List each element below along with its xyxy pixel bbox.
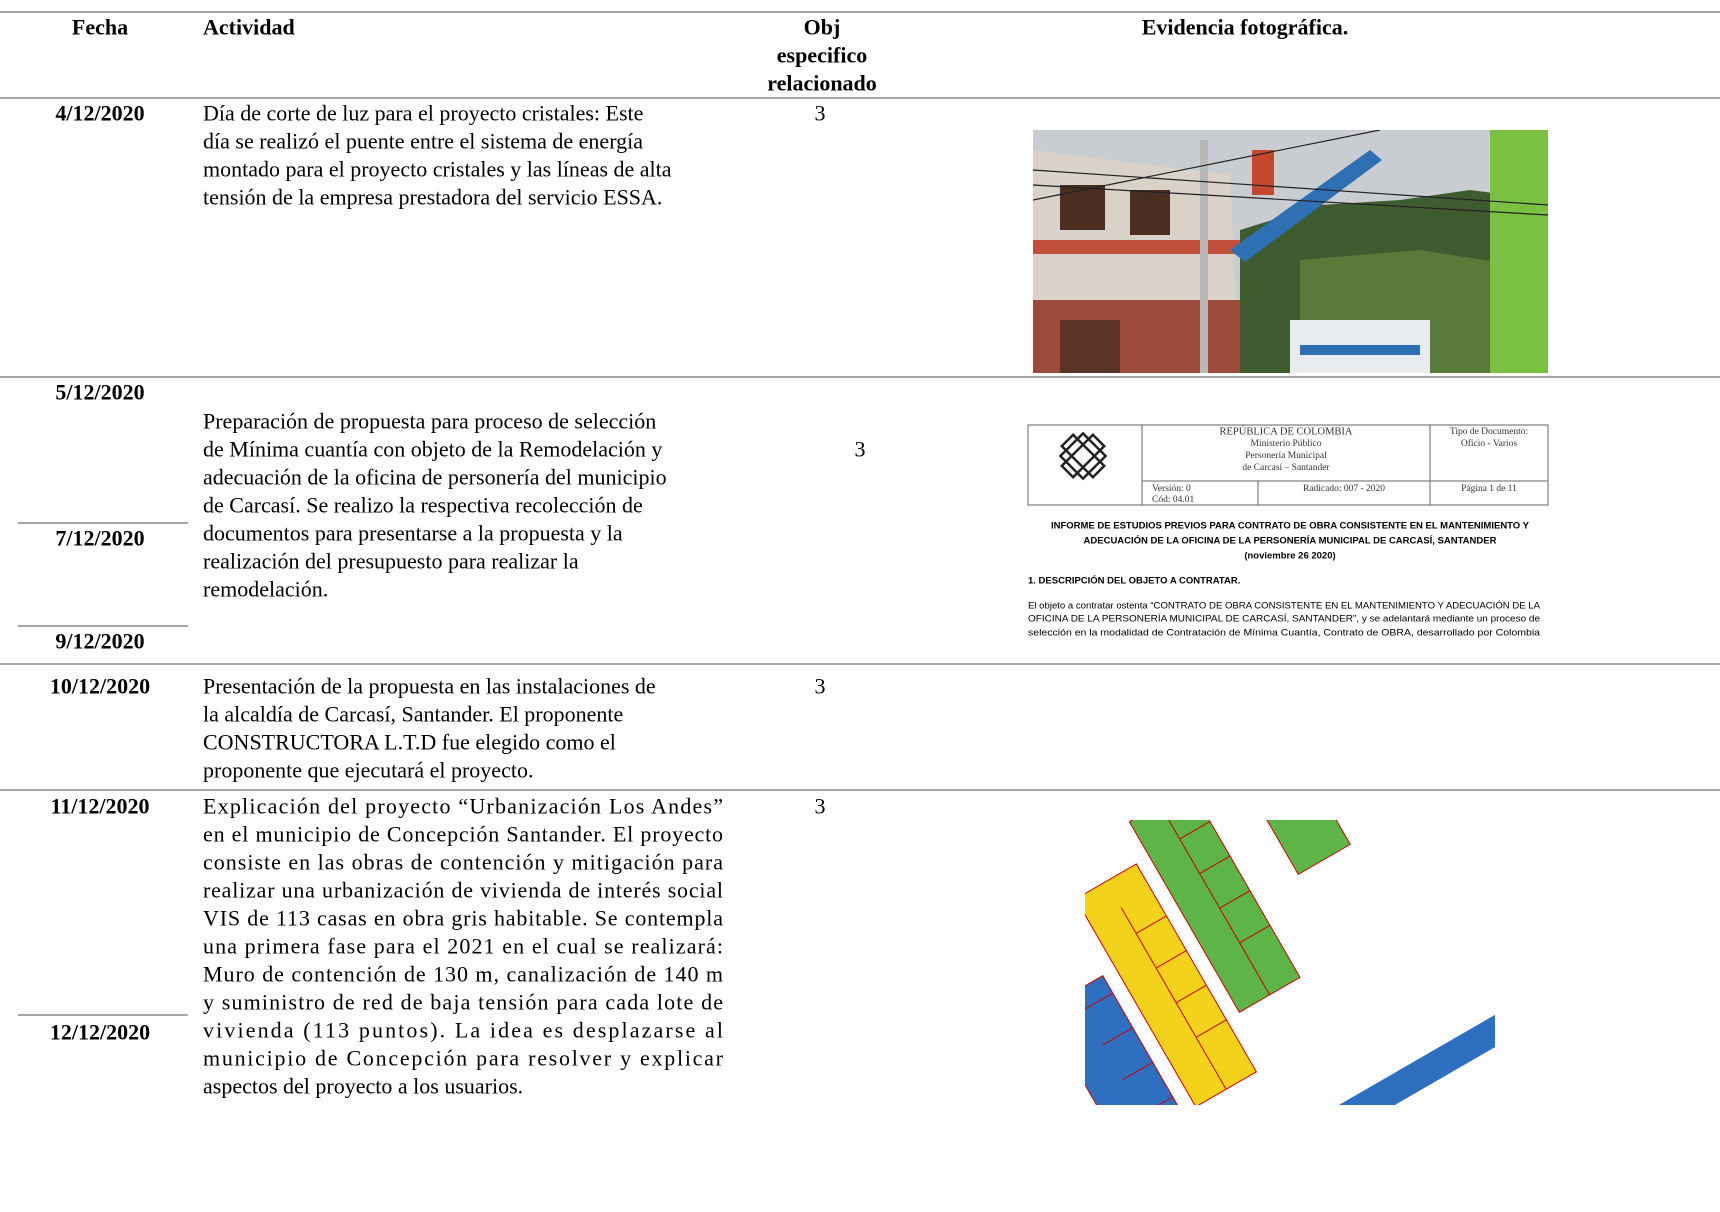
activity-line: Día de corte de luz para el proyecto cri… <box>203 101 643 126</box>
doc-paragraph: OFICINA DE LA PERSONERÍA MUNICIPAL DE CA… <box>1028 614 1540 625</box>
site-plan-image <box>1085 820 1495 1105</box>
objective: 3 <box>815 101 826 126</box>
activity-line: y suministro de red de baja tensión para… <box>203 990 723 1015</box>
doc-header: REPÚBLICA DE COLOMBIA <box>1219 426 1352 438</box>
photo-power-line <box>1033 130 1548 373</box>
activity-line: VIS de 113 casas en obra gris habitable.… <box>203 906 723 931</box>
activity-line: consiste en las obras de contención y mi… <box>203 850 723 875</box>
activity-line: CONSTRUCTORA L.T.D fue elegido como el <box>203 730 616 755</box>
activity-line: documentos para presentarse a la propues… <box>203 521 623 546</box>
activity-line: Explicación del proyecto “Urbanización L… <box>203 794 723 819</box>
document-image: REPÚBLICA DE COLOMBIA Ministerio Público… <box>1027 424 1549 639</box>
doc-title: ADECUACIÓN DE LA OFICINA DE LA PERSONERÍ… <box>1084 535 1497 547</box>
doc-header: Ministerio Público <box>1251 439 1322 449</box>
doc-version: Versión: 0 <box>1152 484 1191 494</box>
date: 5/12/2020 <box>55 380 144 405</box>
header-objective: relacionado <box>767 71 877 96</box>
doc-paragraph: selección en la modalidad de Contratació… <box>1028 628 1541 639</box>
date: 4/12/2020 <box>55 101 144 126</box>
activity-line: aspectos del proyecto a los usuarios. <box>203 1074 523 1099</box>
doc-radicado: Radicado: 007 - 2020 <box>1303 484 1385 494</box>
doc-section: 1. DESCRIPCIÓN DEL OBJETO A CONTRATAR. <box>1028 575 1240 587</box>
activity-line: remodelación. <box>203 577 328 602</box>
activity-line: de Carcasí. Se realizo la respectiva rec… <box>203 493 643 518</box>
objective: 3 <box>855 437 866 462</box>
activity-line: en el municipio de Concepción Santander.… <box>203 822 723 847</box>
objective: 3 <box>815 794 826 819</box>
date: 10/12/2020 <box>50 674 150 699</box>
activity-line: adecuación de la oficina de personería d… <box>203 465 667 490</box>
activity-line: realización del presupuesto para realiza… <box>203 549 579 574</box>
date: 7/12/2020 <box>55 526 144 551</box>
objective: 3 <box>815 674 826 699</box>
date: 11/12/2020 <box>50 794 149 819</box>
activity-line: la alcaldía de Carcasí, Santander. El pr… <box>203 702 623 727</box>
activity-line: municipio de Concepción para resolver y … <box>203 1046 724 1071</box>
activity-line: de Mínima cuantía con objeto de la Remod… <box>203 437 662 462</box>
activity-line: día se realizó el puente entre el sistem… <box>203 129 643 154</box>
doc-title: INFORME DE ESTUDIOS PREVIOS PARA CONTRAT… <box>1051 521 1530 532</box>
doc-header: de Carcasí – Santander <box>1242 463 1330 473</box>
doc-page: Página 1 de 11 <box>1461 484 1517 494</box>
activity-line: Presentación de la propuesta en las inst… <box>203 674 656 699</box>
doc-type: Tipo de Documento: <box>1450 427 1528 437</box>
activity-line: realizar una urbanización de vivienda de… <box>203 878 723 903</box>
header-evidence: Evidencia fotográfica. <box>1142 15 1349 40</box>
activity-line: Muro de contención de 130 m, canalizació… <box>203 962 723 987</box>
activity-line: tensión de la empresa prestadora del ser… <box>203 185 662 210</box>
doc-paragraph: El objeto a contratar ostenta “CONTRATO … <box>1028 601 1541 612</box>
doc-title: (noviembre 26 2020) <box>1244 551 1335 562</box>
header-activity: Actividad <box>203 15 295 40</box>
activity-line: proponente que ejecutará el proyecto. <box>203 758 533 783</box>
doc-frame <box>1027 424 1549 506</box>
doc-type: Oficio - Varios <box>1461 438 1518 449</box>
date: 12/12/2020 <box>50 1020 150 1045</box>
header-objective: especifico <box>777 43 867 68</box>
activity-line: una primera fase para el 2021 en el cual… <box>203 934 723 959</box>
doc-header: Personería Municipal <box>1245 451 1327 461</box>
activity-line: vivienda (113 puntos). La idea es despla… <box>203 1018 723 1043</box>
doc-logo <box>1058 431 1108 481</box>
doc-version: Cód: 04.01 <box>1152 495 1194 505</box>
activity-line: montado para el proyecto cristales y las… <box>203 157 672 182</box>
activity-line: Preparación de propuesta para proceso de… <box>203 409 656 434</box>
date: 9/12/2020 <box>55 629 144 654</box>
header-objective: Obj <box>804 15 841 40</box>
header-date: Fecha <box>72 15 128 40</box>
